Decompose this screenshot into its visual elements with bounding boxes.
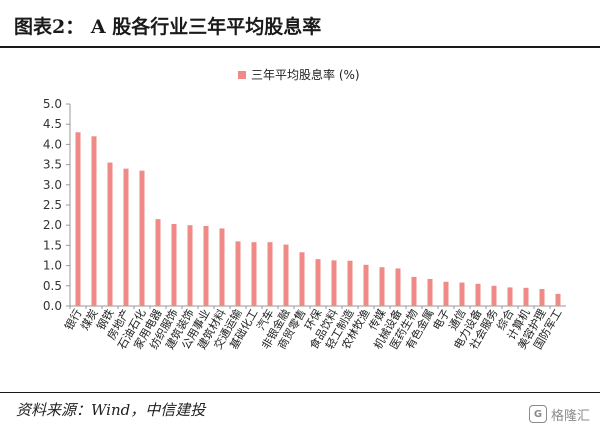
bar — [523, 287, 529, 306]
bar — [411, 276, 417, 306]
bar — [363, 264, 369, 306]
bar — [507, 287, 513, 306]
legend-swatch — [238, 71, 246, 79]
bar — [299, 252, 305, 306]
top-rule — [0, 46, 600, 48]
bar — [427, 278, 433, 306]
bar — [91, 136, 97, 306]
y-tick-label: 1.0 — [43, 259, 62, 273]
chart-category-labels: 银行煤炭钢铁房地产石油石化家用电器纺织服饰建筑装饰公用事业建筑材料交通运输基础化… — [61, 307, 564, 352]
y-tick-label: 4.5 — [43, 117, 62, 131]
bar — [555, 293, 561, 306]
bar — [107, 162, 113, 306]
y-tick-label: 4.0 — [43, 137, 62, 151]
watermark: G 格隆汇 — [528, 402, 590, 426]
bar — [251, 242, 257, 306]
bar — [123, 168, 129, 306]
chart-axes: 0.0 0.5 1.0 1.5 2.0 2.5 3.0 3.5 4.0 4.5 5.0 — [43, 97, 566, 313]
source-note: 资料来源：Wind，中信建投 — [16, 401, 206, 419]
bar — [75, 132, 81, 306]
bar — [155, 219, 161, 306]
bar — [491, 285, 497, 306]
bar — [331, 260, 337, 306]
watermark-text: 格隆汇 — [550, 408, 590, 424]
chart-legend: 三年平均股息率 (%) — [238, 67, 360, 82]
bottom-rule — [0, 392, 600, 393]
y-tick-label: 1.5 — [43, 238, 62, 252]
legend-label: 三年平均股息率 (%) — [251, 67, 360, 82]
bar — [283, 244, 289, 306]
y-tick-label: 3.0 — [43, 178, 62, 192]
bar — [139, 170, 145, 306]
bar — [203, 226, 209, 306]
bar — [267, 242, 273, 306]
y-tick-label: 2.0 — [43, 218, 62, 232]
y-tick-label: 0.0 — [43, 299, 62, 313]
chart-bars — [75, 132, 561, 306]
bar-chart: 三年平均股息率 (%) 0.0 0.5 1.0 1.5 2.0 2.5 3.0 3.5 4.0 4… — [43, 67, 566, 352]
bar — [219, 228, 225, 306]
bar — [395, 268, 401, 306]
bar — [459, 282, 465, 306]
y-tick-label: 5.0 — [43, 97, 62, 111]
watermark-logo-icon: G — [528, 405, 547, 423]
figure-title: 图表2： A 股各行业三年平均股息率 — [14, 16, 322, 38]
bar — [379, 267, 385, 306]
y-tick-label: 3.5 — [43, 158, 62, 172]
bar — [539, 289, 545, 306]
bar — [475, 283, 481, 306]
figure-header: 图表2： A 股各行业三年平均股息率 — [0, 0, 600, 44]
bar — [235, 241, 241, 306]
y-tick-label: 2.5 — [43, 198, 62, 212]
bar — [171, 223, 177, 306]
bar — [347, 260, 353, 306]
bar — [443, 281, 449, 306]
bar — [187, 225, 193, 306]
y-tick-label: 0.5 — [43, 279, 62, 293]
bar — [315, 259, 321, 306]
